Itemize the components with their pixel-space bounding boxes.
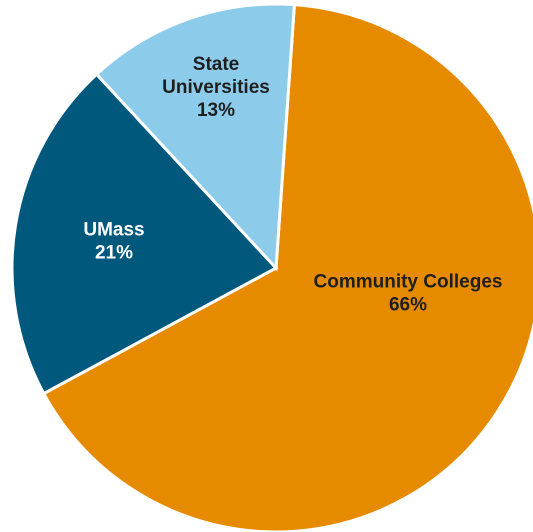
slice-label-line: Universities (162, 77, 270, 98)
pie-slice-community-colleges (41, 3, 533, 532)
pie-slice-umass (10, 72, 279, 396)
slice-label-line: 21% (95, 243, 133, 264)
pie-labels: Community Colleges 66% UMass 21% State Univer… (83, 54, 502, 316)
slice-label-line: 66% (389, 295, 427, 316)
slice-label-state-universities: State Universities 13% (162, 54, 270, 121)
slice-label-line: Community Colleges (314, 272, 503, 293)
slice-label-umass: UMass 21% (83, 220, 144, 264)
slice-label-community-colleges: Community Colleges 66% (314, 272, 503, 316)
pie-slices (10, 2, 533, 532)
slice-label-line: State (193, 54, 239, 75)
pie-slice-state-universities (94, 2, 297, 272)
slice-label-line: UMass (83, 220, 144, 241)
slice-label-line: 13% (197, 100, 235, 121)
